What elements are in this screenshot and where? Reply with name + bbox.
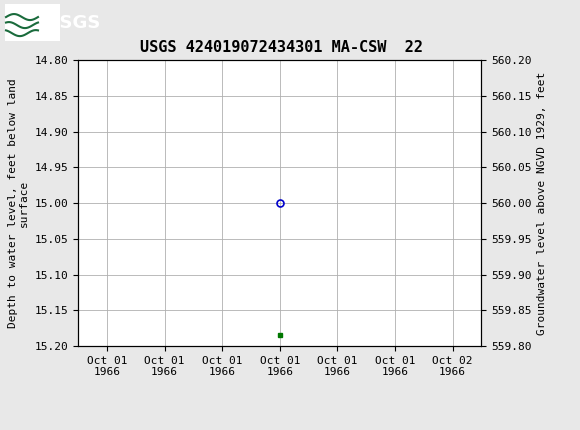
Text: USGS: USGS bbox=[45, 14, 100, 32]
Text: USGS 424019072434301 MA-CSW  22: USGS 424019072434301 MA-CSW 22 bbox=[140, 40, 423, 55]
FancyBboxPatch shape bbox=[5, 4, 60, 41]
Y-axis label: Groundwater level above NGVD 1929, feet: Groundwater level above NGVD 1929, feet bbox=[537, 71, 547, 335]
Y-axis label: Depth to water level, feet below land
surface: Depth to water level, feet below land su… bbox=[8, 78, 29, 328]
